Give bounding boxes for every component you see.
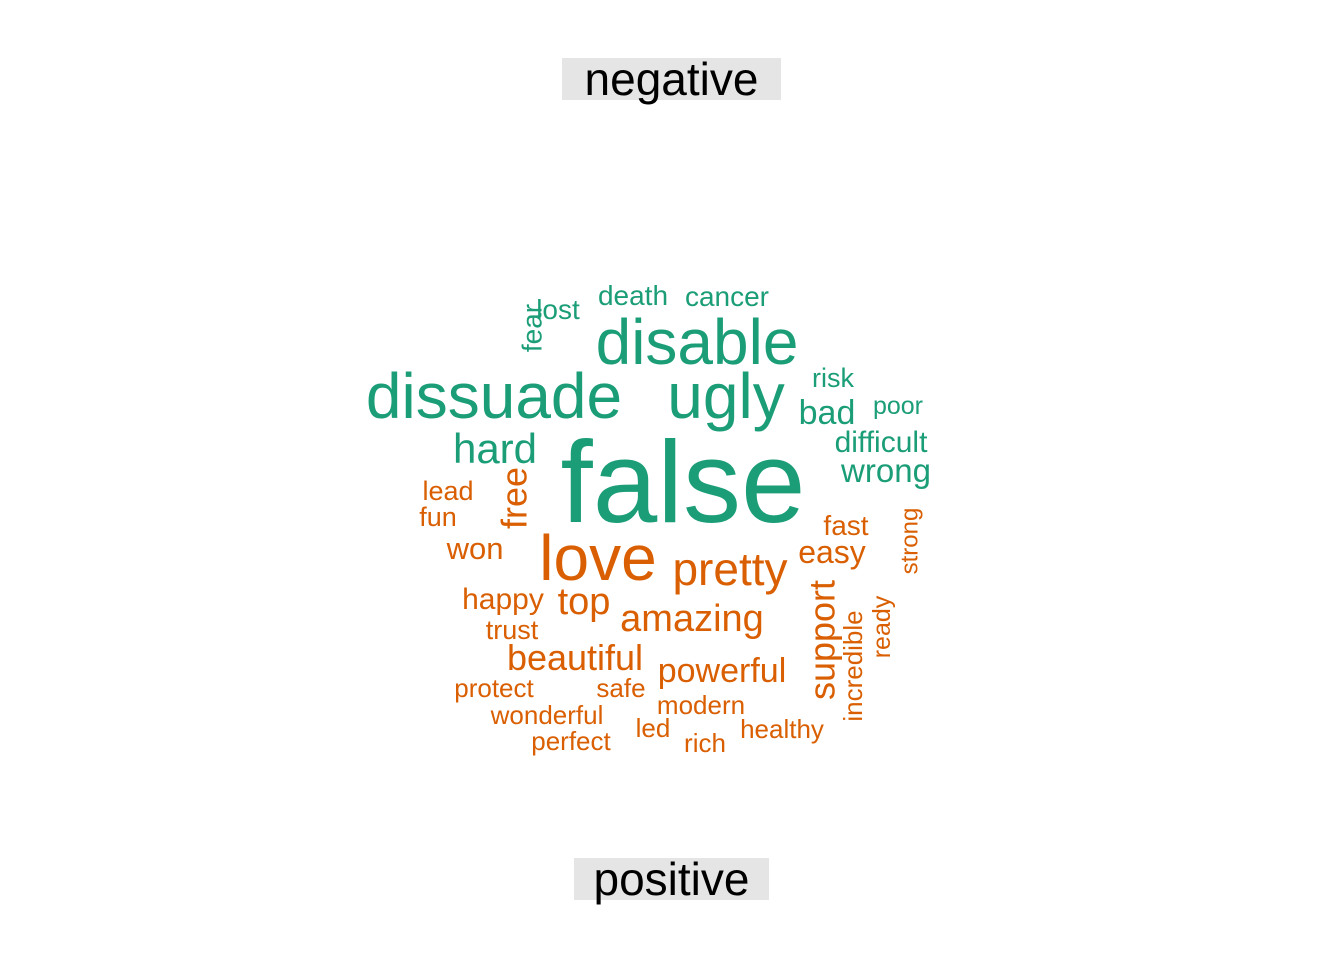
word-incredible: incredible [838,610,868,721]
word-poor: poor [873,392,923,420]
group-label-positive: positive [574,856,769,902]
word-ugly: ugly [667,360,784,432]
word-risk: risk [812,363,854,393]
word-modern: modern [657,690,745,720]
word-hard: hard [453,425,537,472]
word-wrong: wrong [840,452,931,489]
word-won: won [446,531,504,566]
word-easy: easy [798,534,866,570]
word-bad: bad [799,394,856,432]
word-lead: lead [422,476,473,506]
word-safe: safe [596,673,645,703]
word-support: support [802,580,843,700]
word-protect: protect [454,673,534,703]
word-lost: lost [536,294,580,325]
word-fear: fear [517,304,548,352]
word-wonderful: wonderful [490,700,604,730]
word-beautiful: beautiful [507,637,643,678]
word-disable: disable [596,306,799,378]
word-fast: fast [823,510,868,541]
word-love: love [539,522,656,594]
word-dissuade: dissuade [366,360,622,432]
word-ready: ready [868,595,896,658]
word-top: top [558,581,611,623]
word-fun: fun [419,502,457,532]
word-false: false [560,417,805,547]
word-amazing: amazing [620,598,764,640]
word-cancer: cancer [685,281,769,312]
word-rich: rich [684,728,726,758]
word-free: free [494,467,535,529]
word-led: led [636,713,671,743]
word-strong: strong [897,508,924,575]
word-powerful: powerful [658,652,787,690]
word-perfect: perfect [531,726,611,756]
word-difficult: difficult [835,426,928,459]
word-death: death [598,280,668,311]
word-pretty: pretty [672,543,787,595]
word-trust: trust [486,615,539,645]
word-happy: happy [462,583,544,616]
group-label-negative: negative [562,56,781,102]
word-healthy: healthy [740,714,824,744]
